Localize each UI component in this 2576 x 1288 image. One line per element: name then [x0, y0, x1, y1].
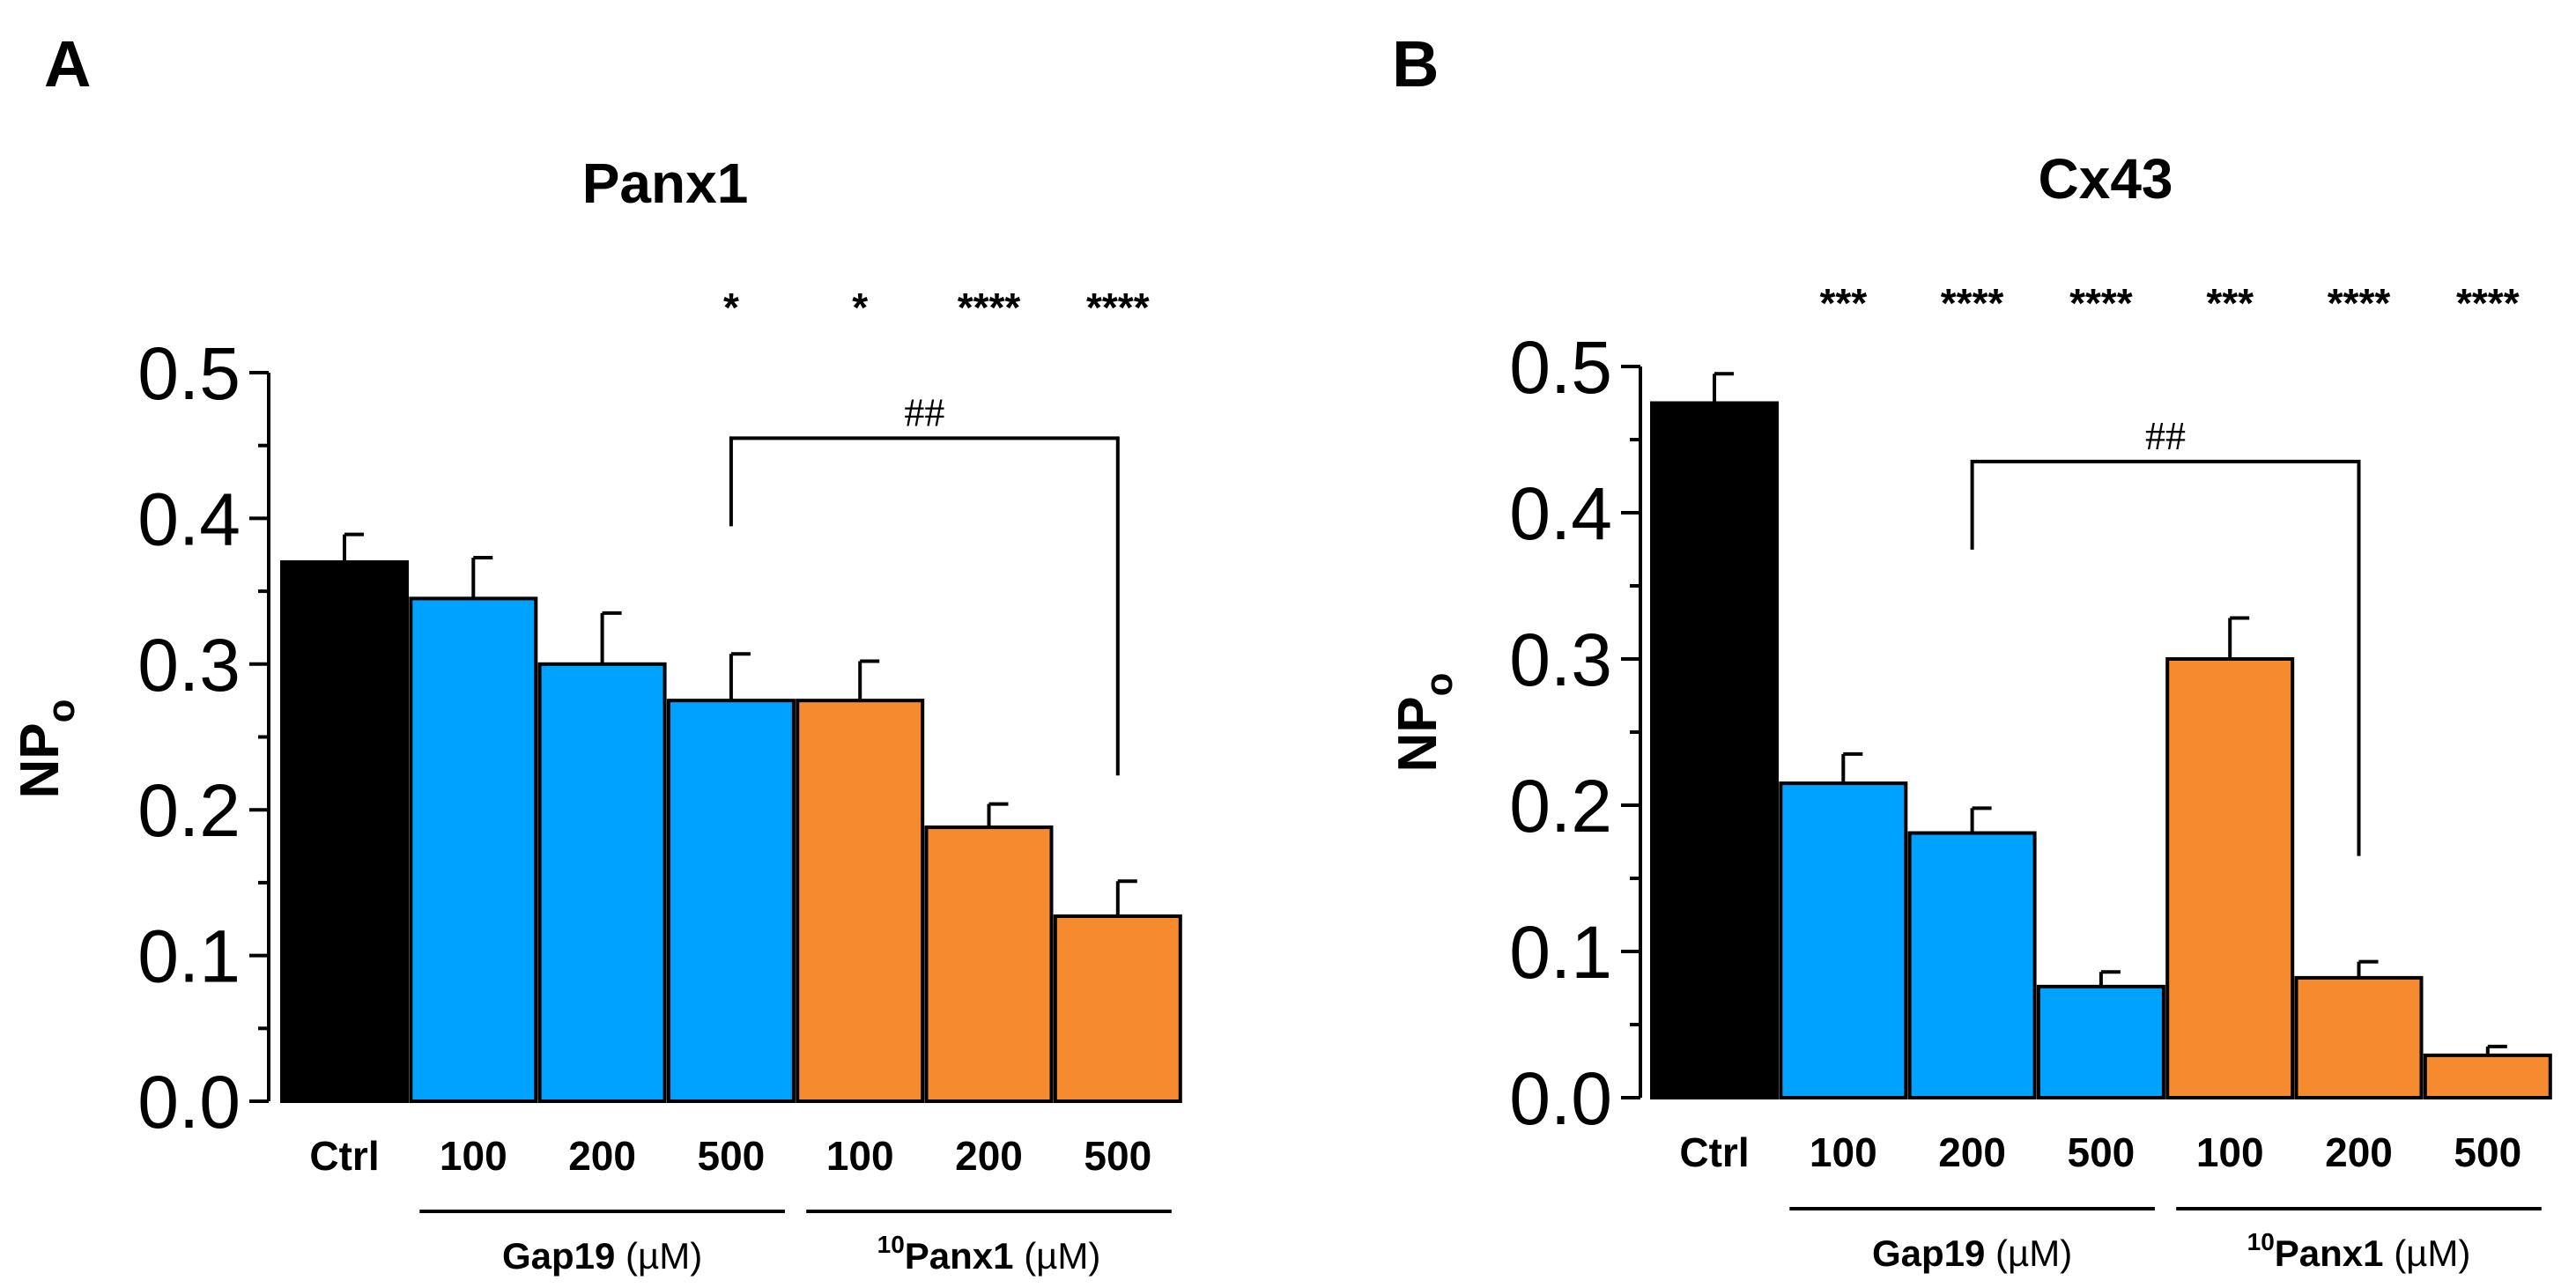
group-label: Gap19 (µM)	[502, 1235, 702, 1277]
y-tick-label: 0.3	[1509, 618, 1612, 701]
group-label-superscript: 10	[877, 1231, 905, 1258]
bar-6	[1053, 914, 1182, 1104]
bar-4	[796, 699, 925, 1104]
group-label-unit: (µM)	[1014, 1235, 1101, 1277]
bar-0	[1650, 401, 1779, 1099]
y-tick-label: 0.3	[137, 624, 241, 707]
comparison-label: ##	[2145, 413, 2186, 458]
category-label: 200	[1938, 1129, 2006, 1175]
group-label: 10Panx1 (µM)	[877, 1231, 1101, 1277]
group-label-unit: (µM)	[1985, 1232, 2072, 1274]
y-axis-label-subscript: o	[1418, 672, 1461, 696]
group-label-name: Panx1	[905, 1235, 1014, 1277]
y-tick-label: 0.1	[1509, 911, 1612, 994]
significance-marker: ****	[1941, 280, 2004, 326]
bar-6	[2423, 1053, 2552, 1099]
group-label-name: Panx1	[2275, 1232, 2384, 1274]
significance-marker: *	[852, 285, 868, 330]
significance-marker: ***	[2206, 280, 2254, 326]
panel-b: B Cx43 0.0 0.1 0.2 0.3 0.4 0.5 NPo Ctrl 100 *** 20…	[1388, 27, 2552, 1274]
significance-marker: ****	[2456, 280, 2520, 326]
significance-marker: ***	[1819, 280, 1867, 326]
bar-4	[2165, 657, 2295, 1099]
group-label-name: Gap19	[1872, 1232, 1985, 1274]
bar-1	[409, 596, 538, 1103]
category-label: 100	[1810, 1129, 1877, 1175]
panel-b-label: B	[1392, 27, 1439, 100]
category-label: Ctrl	[1679, 1129, 1749, 1175]
y-tick-label: 0.2	[1509, 765, 1612, 848]
group-label-unit: (µM)	[2384, 1232, 2471, 1274]
group-label: 10Panx1 (µM)	[2247, 1228, 2471, 1274]
comparison-label: ##	[904, 389, 944, 434]
y-tick-label: 0.0	[1509, 1057, 1612, 1140]
y-tick-label: 0.5	[137, 332, 241, 415]
significance-marker: ****	[2069, 280, 2133, 326]
category-label: 500	[2454, 1129, 2521, 1175]
significance-marker: ****	[1086, 285, 1150, 330]
bar-5	[924, 825, 1054, 1103]
y-axis-label-main: NP	[1388, 696, 1448, 772]
panel-a-title: Panx1	[582, 152, 749, 215]
significance-marker: ****	[958, 285, 1021, 330]
category-label: 200	[2325, 1129, 2393, 1175]
category-label: Ctrl	[309, 1133, 379, 1179]
bar-2	[537, 662, 667, 1103]
group-label-name: Gap19	[502, 1235, 615, 1277]
panel-a: A Panx1 0.0 0.1 0.2 0.3 0.4 0.5 NPo Ctrl 100 200 5…	[10, 27, 1182, 1277]
group-label-superscript: 10	[2247, 1228, 2275, 1255]
y-axis-label-subscript: o	[40, 699, 83, 722]
category-label: 200	[568, 1133, 636, 1179]
category-label: 100	[440, 1133, 507, 1179]
comparison-bracket	[1970, 459, 2361, 856]
y-tick-label: 0.4	[137, 477, 241, 560]
category-label: 500	[698, 1133, 766, 1179]
y-axis-label: NPo	[10, 699, 83, 798]
significance-marker: *	[723, 285, 739, 330]
bar-5	[2294, 975, 2424, 1099]
panel-a-label: A	[44, 27, 91, 100]
y-tick-label: 0.2	[137, 769, 241, 852]
y-tick-label: 0.0	[137, 1061, 241, 1144]
category-label: 100	[2196, 1129, 2264, 1175]
panel-b-title: Cx43	[2039, 147, 2173, 211]
category-label: 100	[826, 1133, 894, 1179]
significance-marker: ****	[2328, 280, 2391, 326]
category-label: 500	[2068, 1129, 2136, 1175]
comparison-bracket	[729, 436, 1120, 776]
bar-3	[2036, 984, 2165, 1099]
group-label-unit: (µM)	[615, 1235, 702, 1277]
category-label: 200	[955, 1133, 1023, 1179]
bar-0	[280, 560, 409, 1103]
group-label: Gap19 (µM)	[1872, 1232, 2072, 1274]
bar-2	[1907, 831, 2037, 1099]
y-axis-label: NPo	[1388, 672, 1461, 772]
bar-1	[1779, 781, 1908, 1099]
y-tick-label: 0.4	[1509, 472, 1612, 555]
y-tick-label: 0.5	[1509, 326, 1612, 409]
y-tick-label: 0.1	[137, 915, 241, 998]
y-axis-label-main: NP	[10, 722, 70, 798]
bar-3	[666, 699, 796, 1104]
category-label: 500	[1084, 1133, 1151, 1179]
